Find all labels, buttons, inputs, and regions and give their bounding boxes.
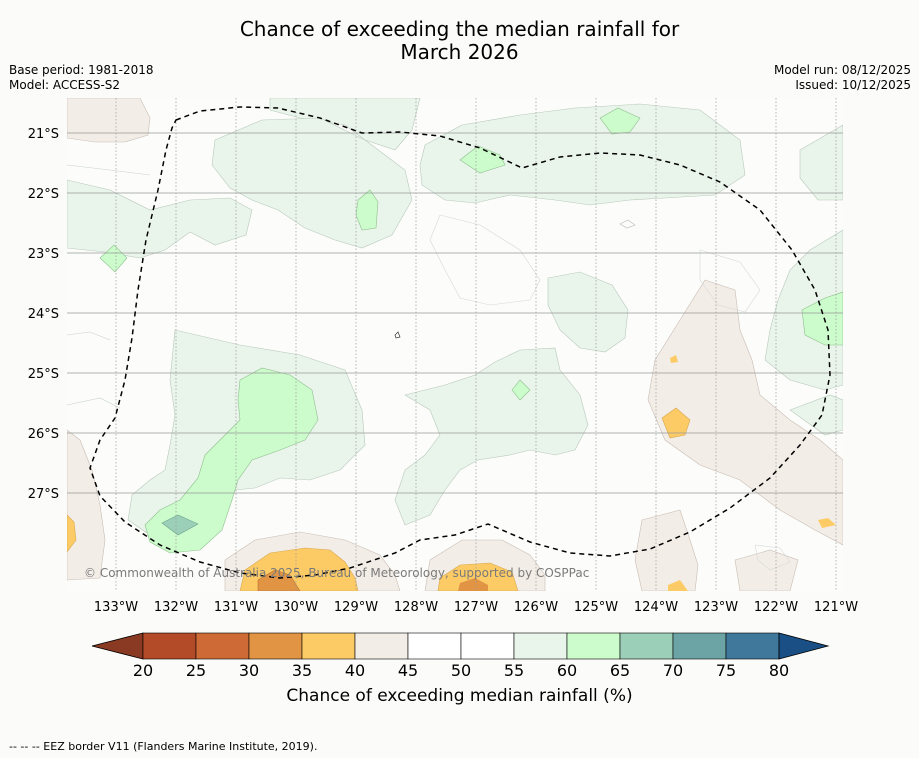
colorbar-segment	[301, 632, 356, 660]
lon-label: 126°W	[514, 600, 558, 615]
colorbar-tick-label: 25	[186, 661, 206, 680]
colorbar: 20 25 30 35 40 45 50 55 60 65 70 75 80	[91, 632, 830, 680]
lon-label: 123°W	[694, 600, 738, 615]
lon-label: 121°W	[814, 600, 858, 615]
colorbar-segment	[513, 632, 568, 660]
base-period: Base period: 1981-2018	[9, 63, 154, 77]
meta-right: Model run: 08/12/2025 Issued: 10/12/2025	[774, 63, 911, 93]
lat-label: 21°S	[28, 127, 59, 142]
colorbar-segment	[248, 632, 303, 660]
lon-label: 129°W	[334, 600, 378, 615]
colorbar-label: Chance of exceeding median rainfall (%)	[286, 686, 633, 706]
lat-label: 24°S	[28, 307, 59, 322]
gridlines	[67, 98, 843, 591]
colorbar-segment	[725, 632, 780, 660]
lon-label: 125°W	[574, 600, 618, 615]
colorbar-tick-label: 55	[504, 661, 524, 680]
lat-label: 26°S	[28, 427, 59, 442]
colorbar-tick-label: 60	[557, 661, 577, 680]
colorbar-segment	[195, 632, 250, 660]
colorbar-segment	[566, 632, 621, 660]
colorbar-arrow-high	[778, 632, 830, 660]
lon-label: 122°W	[754, 600, 798, 615]
rainfall-contours	[67, 98, 843, 591]
model-name: Model: ACCESS-S2	[9, 78, 121, 92]
colorbar-tick-label: 70	[663, 661, 683, 680]
eez-border	[89, 106, 831, 579]
lat-label: 22°S	[28, 187, 59, 202]
lat-label: 25°S	[28, 367, 59, 382]
lon-label: 132°W	[154, 600, 198, 615]
lon-label: 124°W	[634, 600, 678, 615]
lon-label: 130°W	[274, 600, 318, 615]
lat-label: 27°S	[28, 487, 59, 502]
model-run: Model run: 08/12/2025	[773, 63, 911, 77]
colorbar-tick-label: 50	[451, 661, 471, 680]
colorbar-tick-label: 35	[292, 661, 312, 680]
map-title: Chance of exceeding the median rainfall …	[0, 18, 919, 64]
colorbar-segment	[672, 632, 727, 660]
lon-label: 128°W	[394, 600, 438, 615]
colorbar-segment	[460, 632, 515, 660]
colorbar-tick-label: 80	[769, 661, 789, 680]
colorbar-tick-label: 20	[133, 661, 153, 680]
meta-left: Base period: 1981-2018 Model: ACCESS-S2	[9, 63, 154, 93]
map-title-line2: March 2026	[400, 40, 519, 64]
map-title-line1: Chance of exceeding the median rainfall …	[239, 17, 680, 41]
colorbar-arrow-low	[91, 632, 144, 660]
lon-labels: 133°W 132°W 131°W 130°W 129°W 128°W 127°…	[94, 600, 858, 615]
colorbar-tick-label: 75	[716, 661, 736, 680]
issued-date: Issued: 10/12/2025	[795, 78, 911, 92]
lat-labels: 21°S 22°S 23°S 24°S 25°S 26°S 27°S	[28, 127, 59, 502]
lon-label: 131°W	[214, 600, 258, 615]
colorbar-segment	[619, 632, 674, 660]
colorbar-tick-label: 30	[239, 661, 259, 680]
lon-label: 133°W	[94, 600, 138, 615]
lat-label: 23°S	[28, 247, 59, 262]
colorbar-tick-label: 45	[398, 661, 418, 680]
copyright-text: © Commonwealth of Australia 2025, Bureau…	[84, 566, 589, 580]
colorbar-tick-label: 40	[345, 661, 365, 680]
colorbar-segment	[407, 632, 462, 660]
colorbar-segment	[142, 632, 197, 660]
lon-label: 127°W	[454, 600, 498, 615]
colorbar-segment	[354, 632, 409, 660]
footer-note: -- -- -- EEZ border V11 (Flanders Marine…	[9, 740, 318, 753]
colorbar-tick-label: 65	[610, 661, 630, 680]
